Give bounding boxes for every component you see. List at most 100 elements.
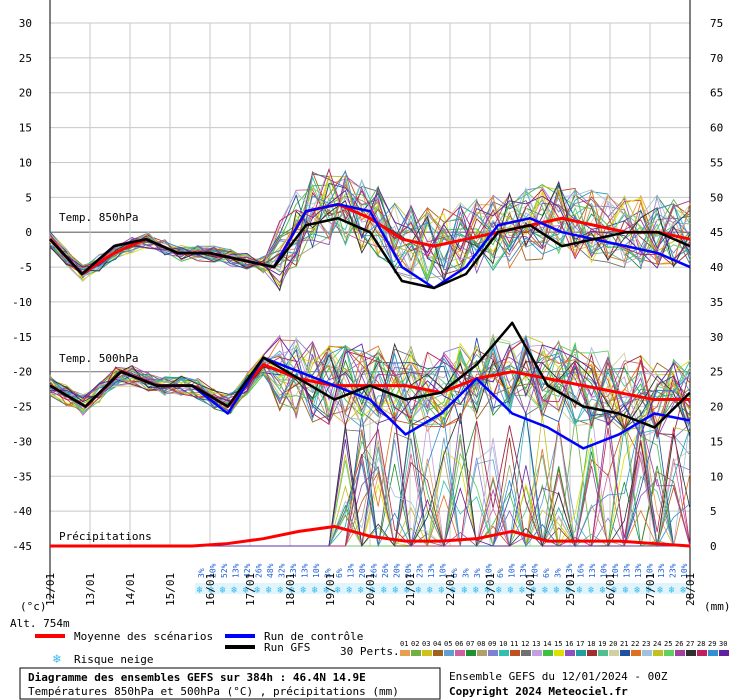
legend: Moyenne des scénarios Run de contrôle Ru… [35,630,400,667]
snow-risk-pct: 6% [496,568,505,578]
pert-legend-id: 09 [488,640,496,648]
pert-legend-id: 17 [576,640,584,648]
pert-legend-id: 20 [609,640,617,648]
pert-legend-swatch [576,650,586,656]
right-tick-label: 45 [710,226,723,239]
snow-risk-pct: 6% [450,568,459,578]
snow-icon: ❄ [634,585,641,596]
pert-legend-id: 27 [686,640,694,648]
pert-legend-swatch [686,650,696,656]
date-label: 24/01 [524,573,537,606]
snow-icon: ❄ [531,585,538,596]
snow-risk-pct: 3% [462,568,471,578]
pert-legend-swatch [543,650,553,656]
pert-legend-swatch [455,650,465,656]
snow-icon: ❄ [197,585,204,596]
snow-icon: ❄ [220,585,227,596]
right-tick-label: 65 [710,87,723,100]
footer-subtitle: Températures 850hPa et 500hPa (°C) , pré… [28,685,399,698]
snow-icon: ❄ [611,585,618,596]
snow-risk-pct: 13% [623,563,632,578]
snow-risk-pct: 10% [531,563,540,578]
pert-legend-id: 08 [477,640,485,648]
pert-legend-id: 03 [422,640,430,648]
pert-legend-id: 04 [433,640,441,648]
pert-legend-swatch [532,650,542,656]
snow-icon: ❄ [473,585,480,596]
snow-icon: ❄ [600,585,607,596]
date-label: 14/01 [124,573,137,606]
right-tick-label: 55 [710,156,723,169]
snow-icon: ❄ [381,585,388,596]
snow-icon: ❄ [646,585,653,596]
snow-icon: ❄ [254,585,261,596]
member-t500-line [49,340,691,412]
footer-copyright: Copyright 2024 Meteociel.fr [449,685,628,698]
snow-icon: ❄ [404,585,411,596]
pert-legend-swatch [499,650,509,656]
pert-legend-swatch [587,650,597,656]
snow-risk-pct: 13% [427,563,436,578]
snow-icon: ❄ [542,585,549,596]
main-series [48,202,691,548]
legend-control-label: Run de contrôle [264,630,363,643]
snow-risk-pct: 10% [485,563,494,578]
legend-mean-label: Moyenne des scénarios [74,630,213,643]
snow-icon: ❄ [669,585,676,596]
pert-legend-id: 01 [400,640,408,648]
snow-risk-pct: 3% [323,568,332,578]
left-unit-label: (°c) [20,600,47,613]
snow-risk-pct: 6% [335,568,344,578]
pert-legend-id: 30 [719,640,727,648]
left-tick-label: -15 [12,331,32,344]
pert-legend-swatch [609,650,619,656]
pert-legend-id: 23 [642,640,650,648]
snow-risk-pct: 13% [346,563,355,578]
snow-icon: ❄ [588,585,595,596]
member-t850-line [49,175,691,281]
pert-legend-swatch [422,650,432,656]
snow-icon: ❄ [496,585,503,596]
snow-risk-pct: 13% [231,563,240,578]
pert-legend-id: 06 [455,640,463,648]
snow-icon: ❄ [577,585,584,596]
left-tick-label: 20 [19,87,32,100]
snow-risk-pct: 52% [220,563,229,578]
left-tick-label: -5 [19,261,32,274]
pert-legend-swatch [719,650,729,656]
snow-icon: ❄ [680,585,687,596]
member-t500-line [49,338,691,438]
snow-icon: ❄ [623,585,630,596]
snow-icon: ❄ [657,585,664,596]
member-t500-line [49,355,691,430]
pert-legend-swatch [554,650,564,656]
snow-icon: ❄ [450,585,457,596]
date-label: 13/01 [84,573,97,606]
snow-risk-pct: 10% [611,563,620,578]
date-label: 15/01 [164,573,177,606]
snow-risk-pct: 10% [439,563,448,578]
pert-legend-id: 28 [697,640,705,648]
snow-icon: ❄ [289,585,296,596]
date-label: 25/01 [564,573,577,606]
pert-legend-swatch [444,650,454,656]
snow-risk-pct: 23% [669,563,678,578]
pert-legend-id: 05 [444,640,452,648]
date-label: 26/01 [604,573,617,606]
snow-icon: ❄ [52,652,61,667]
snow-risk-pct: 48% [266,563,275,578]
date-label: 20/01 [364,573,377,606]
snow-icon: ❄ [439,585,446,596]
snow-risk-pct: 23% [415,563,424,578]
series-2-t500 [49,321,691,429]
pert-legend-swatch [653,650,663,656]
snow-risk-pct: 13% [565,563,574,578]
snow-icon: ❄ [462,585,469,596]
pert-legend-id: 13 [532,640,540,648]
pert-legend-id: 02 [411,640,419,648]
right-tick-label: 0 [710,540,717,553]
series-0-precip [50,524,691,548]
snow-risk-pct: 20% [208,563,217,578]
snow-icon: ❄ [358,585,365,596]
member-t850-line [49,191,691,277]
